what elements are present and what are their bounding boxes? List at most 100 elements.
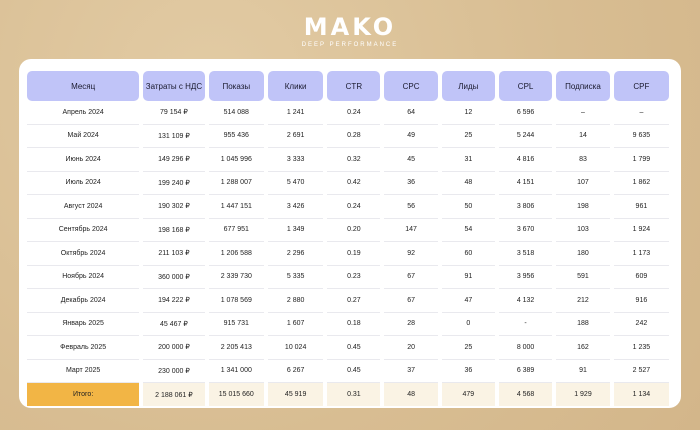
cell-ctr: 0.32 [327,148,381,172]
cell-cost: 199 240 ₽ [143,172,205,195]
cell-cost: 190 302 ₽ [143,195,205,219]
cell-impressions: 1 288 007 [208,172,264,195]
total-cpc: 48 [384,383,438,406]
header-clicks: Клики [268,71,324,101]
table-row: Август 2024 190 302 ₽1 447 151 3 426 0.24 56… [27,195,669,219]
cell-cpl: 3 806 [498,195,553,219]
total-ctr: 0.31 [327,383,381,406]
table-row: Февраль 2025 200 000 ₽2 205 413 10 024 0.45… [27,336,669,360]
table-row: Июнь 2024 149 296 ₽1 045 996 3 333 0.32 45 31… [27,148,669,172]
cell-leads: 47 [441,289,495,313]
cell-subscriptions: 212 [556,289,610,313]
cell-ctr: 0.24 [327,195,381,219]
cell-cpl: 8 000 [498,336,553,360]
total-cost: 2 188 061 ₽ [143,383,205,406]
table-row: Апрель 2024 79 154 ₽514 088 1 241 0.24 64 12 6… [27,101,669,125]
cell-clicks: 1 349 [268,219,324,242]
cell-subscriptions: 83 [556,148,610,172]
cell-cpl: 4 816 [498,148,553,172]
cell-clicks: 2 880 [268,289,324,313]
total-month: Итого: [27,383,140,406]
total-impressions: 15 015 660 [208,383,264,406]
cell-subscriptions: – [556,101,610,125]
cell-leads: 0 [441,313,495,336]
cell-cost: 79 154 ₽ [143,101,205,125]
total-cpf: 1 134 [613,383,669,406]
logo-wordmark: MAKO [303,13,397,41]
cell-cost: 230 000 ₽ [143,360,205,383]
cell-cost: 211 103 ₽ [143,242,205,266]
cell-ctr: 0.45 [327,360,381,383]
total-cpl: 4 568 [498,383,553,406]
cell-cpl: 4 151 [498,172,553,195]
header-ctr: CTR [327,71,381,101]
header-cpc: CPC [384,71,438,101]
total-leads: 479 [441,383,495,406]
cell-subscriptions: 107 [556,172,610,195]
cell-cpf: – [613,101,669,125]
cell-leads: 48 [441,172,495,195]
cell-month: Февраль 2025 [27,336,140,360]
cell-impressions: 1 078 569 [208,289,264,313]
cell-month: Сентябрь 2024 [27,219,140,242]
cell-leads: 25 [441,336,495,360]
header-cpl: CPL [498,71,553,101]
cell-cpc: 37 [384,360,438,383]
cell-cost: 200 000 ₽ [143,336,205,360]
cell-impressions: 1 206 588 [208,242,264,266]
cell-clicks: 2 296 [268,242,324,266]
cell-cpl: - [498,313,553,336]
cell-cpl: 3 670 [498,219,553,242]
cell-clicks: 10 024 [268,336,324,360]
cell-cpc: 28 [384,313,438,336]
monthly-report-table: Месяц Затраты с НДС Показы Клики CTR CPC… [23,71,673,406]
cell-cpc: 67 [384,289,438,313]
cell-clicks: 3 333 [268,148,324,172]
table-header-row: Месяц Затраты с НДС Показы Клики CTR CPC… [27,71,669,101]
cell-impressions: 915 731 [208,313,264,336]
table-row: Январь 2025 45 467 ₽915 731 1 607 0.18 28 0-1… [27,313,669,336]
cell-clicks: 1 607 [268,313,324,336]
header-cost: Затраты с НДС [143,71,205,101]
cell-month: Декабрь 2024 [27,289,140,313]
total-row: Итого: 2 188 061 ₽15 015 660 45 919 0.31 48 4… [27,383,669,406]
cell-cpc: 36 [384,172,438,195]
cell-cpc: 20 [384,336,438,360]
cell-clicks: 5 335 [268,266,324,289]
cell-leads: 31 [441,148,495,172]
cell-cpf: 961 [613,195,669,219]
logo: MAKO DEEP PERFORMANCE [0,14,700,49]
cell-cpc: 49 [384,125,438,148]
header-leads: Лиды [441,71,495,101]
cell-subscriptions: 103 [556,219,610,242]
cell-ctr: 0.42 [327,172,381,195]
cell-subscriptions: 91 [556,360,610,383]
cell-impressions: 2 205 413 [208,336,264,360]
cell-cpf: 2 527 [613,360,669,383]
cell-cpc: 56 [384,195,438,219]
cell-cpl: 3 956 [498,266,553,289]
cell-impressions: 1 447 151 [208,195,264,219]
cell-month: Ноябрь 2024 [27,266,140,289]
cell-leads: 54 [441,219,495,242]
cell-leads: 12 [441,101,495,125]
cell-clicks: 6 267 [268,360,324,383]
total-clicks: 45 919 [268,383,324,406]
cell-cpf: 9 635 [613,125,669,148]
table-body: Апрель 2024 79 154 ₽514 088 1 241 0.24 64 12 6… [27,101,669,406]
cell-cpc: 67 [384,266,438,289]
cell-cpl: 3 518 [498,242,553,266]
cell-leads: 60 [441,242,495,266]
cell-month: Октябрь 2024 [27,242,140,266]
header-impressions: Показы [208,71,264,101]
header-month: Месяц [27,71,140,101]
cell-clicks: 1 241 [268,101,324,125]
cell-subscriptions: 198 [556,195,610,219]
cell-clicks: 3 426 [268,195,324,219]
cell-leads: 36 [441,360,495,383]
table-row: Ноябрь 2024 360 000 ₽2 339 730 5 335 0.23 67… [27,266,669,289]
cell-cpf: 1 235 [613,336,669,360]
cell-clicks: 5 470 [268,172,324,195]
cell-cost: 45 467 ₽ [143,313,205,336]
cell-cpf: 1 924 [613,219,669,242]
